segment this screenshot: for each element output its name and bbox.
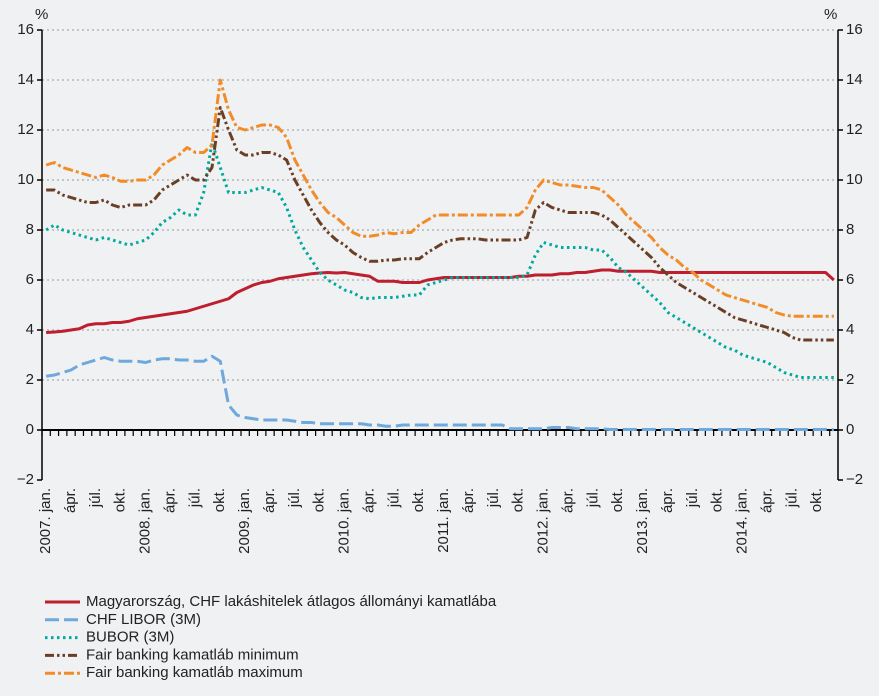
y-tick-label: 14 (17, 71, 34, 88)
y-tick-label: 4 (26, 321, 34, 338)
y-tick-label: 0 (26, 421, 34, 438)
x-tick-label: ápr. (161, 488, 178, 513)
series-line (46, 106, 834, 342)
x-tick-label: júl. (385, 488, 402, 508)
x-tick-label: okt. (510, 488, 527, 512)
x-tick-label: 2010. jan. (336, 488, 353, 554)
y2-tick-label: 14 (846, 71, 863, 88)
x-tick-label: ápr. (261, 488, 278, 513)
x-tick-label: okt. (211, 488, 228, 512)
legend-label: CHF LIBOR (3M) (86, 611, 201, 628)
x-tick-label: 2011. jan. (435, 488, 452, 553)
x-tick-label: júl. (584, 488, 601, 508)
x-tick-label: ápr. (360, 488, 377, 513)
x-tick-label: okt. (808, 488, 825, 512)
y-tick-label: 2 (26, 371, 34, 388)
y-tick-label: −2 (17, 471, 34, 488)
x-tick-label: júl. (286, 488, 303, 508)
y2-tick-label: 8 (846, 221, 854, 238)
y-unit-right: % (824, 6, 837, 23)
x-tick-label: okt. (112, 488, 129, 512)
y2-tick-label: −2 (846, 471, 863, 488)
legend-label: Magyarország, CHF lakáshitelek átlagos á… (86, 593, 497, 610)
y2-tick-label: 6 (846, 271, 854, 288)
y2-tick-label: 16 (846, 21, 863, 38)
legend-label: BUBOR (3M) (86, 629, 174, 646)
y-tick-label: 12 (17, 121, 34, 138)
x-tick-label: okt. (609, 488, 626, 512)
y2-tick-label: 0 (846, 421, 854, 438)
y-tick-label: 8 (26, 221, 34, 238)
x-tick-label: okt. (311, 488, 328, 512)
series-line (45, 78, 834, 318)
y-tick-label: 10 (17, 171, 34, 188)
series-line (45, 354, 834, 432)
x-tick-label: ápr. (559, 488, 576, 513)
legend-label: Fair banking kamatláb minimum (86, 646, 299, 663)
y-tick-label: 6 (26, 271, 34, 288)
x-tick-label: júl. (684, 488, 701, 508)
x-tick-label: júl. (186, 488, 203, 508)
y2-tick-label: 2 (846, 371, 854, 388)
x-tick-label: 2007. jan. (37, 488, 54, 554)
legend-label: Fair banking kamatláb maximum (86, 664, 303, 681)
x-tick-label: júl. (783, 488, 800, 508)
series-line (46, 268, 835, 334)
y-unit-left: % (35, 6, 48, 23)
x-tick-label: okt. (410, 488, 427, 512)
x-tick-label: 2012. jan. (535, 488, 552, 554)
x-tick-label: 2014. jan. (734, 488, 751, 554)
x-tick-label: ápr. (659, 488, 676, 513)
y2-tick-label: 12 (846, 121, 863, 138)
y2-tick-label: 10 (846, 171, 863, 188)
x-tick-label: júl. (485, 488, 502, 508)
x-tick-label: ápr. (758, 488, 775, 513)
x-tick-label: ápr. (460, 488, 477, 513)
y-tick-label: 16 (17, 21, 34, 38)
x-tick-label: okt. (709, 488, 726, 512)
x-tick-label: 2008. jan. (137, 488, 154, 554)
y2-tick-label: 4 (846, 321, 854, 338)
series-line (45, 141, 834, 379)
x-tick-label: ápr. (62, 488, 79, 513)
x-tick-label: 2009. jan. (236, 488, 253, 554)
x-tick-label: 2013. jan. (634, 488, 651, 554)
x-tick-label: júl. (87, 488, 104, 508)
